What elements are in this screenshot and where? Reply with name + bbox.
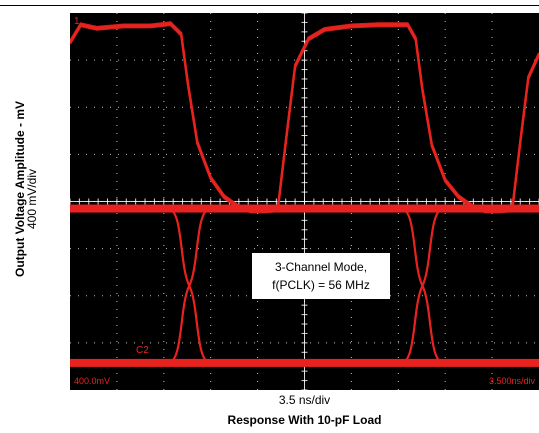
- eye-falling-edge: [167, 207, 212, 365]
- oscilloscope-screen: 1 C2 400.0mV 3.500ns/div 3-Channel Mode, f(PC…: [70, 13, 539, 390]
- x-axis-scale-label: 3.5 ns/div: [278, 393, 331, 407]
- eye-low-rail: [70, 358, 539, 367]
- volts-per-div-readout: 400.0mV: [74, 376, 110, 386]
- waveform-plot: 1 C2 400.0mV 3.500ns/div 3-Channel Mode, f(PC…: [70, 13, 539, 390]
- top-rule: [0, 5, 539, 6]
- figure-caption: Response With 10-pF Load: [227, 413, 382, 427]
- eye-falling-edge: [400, 207, 445, 365]
- annotation-box: [252, 253, 390, 299]
- channel-2-marker: C2: [136, 345, 149, 356]
- time-per-div-readout: 3.500ns/div: [489, 376, 536, 386]
- annotation-line-1: 3-Channel Mode,: [275, 260, 367, 274]
- annotation-line-2: f(PCLK) = 56 MHz: [272, 278, 370, 292]
- channel-1-marker: 1: [74, 16, 80, 27]
- y-axis-scale-label: 400 mV/div: [25, 168, 39, 230]
- eye-high-rail: [70, 204, 539, 213]
